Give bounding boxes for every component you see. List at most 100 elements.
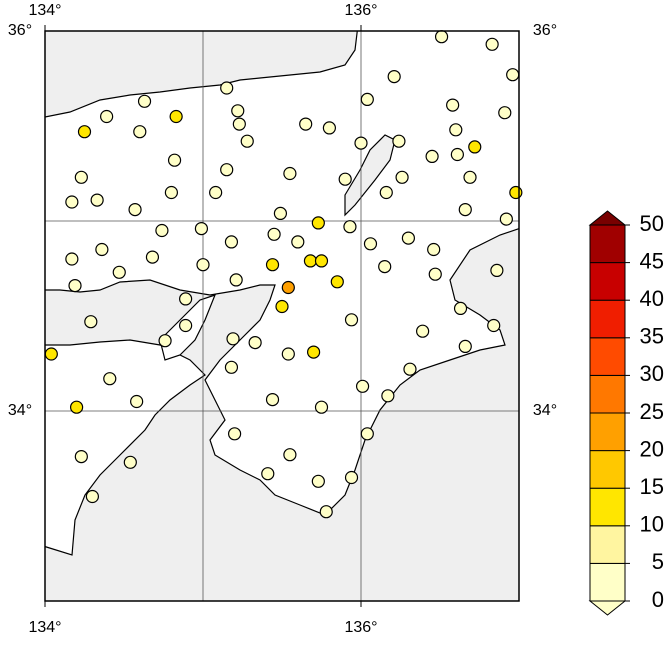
station (458, 203, 472, 217)
station (281, 280, 295, 295)
station (395, 170, 409, 184)
colorbar-bin (589, 412, 626, 452)
colorbar-bin (589, 374, 626, 414)
station (343, 220, 357, 234)
station (273, 206, 288, 220)
station (240, 134, 254, 148)
station (169, 109, 183, 124)
station (499, 212, 513, 226)
colorbar-label: 45 (640, 248, 664, 273)
station (84, 315, 98, 329)
colorbar-label: 20 (640, 436, 664, 461)
station (363, 237, 378, 251)
station (229, 273, 243, 287)
station (468, 140, 482, 154)
station (434, 30, 449, 44)
station (338, 172, 352, 186)
station (133, 125, 147, 139)
x-tick-label: 134° (28, 2, 61, 19)
station (401, 231, 415, 245)
station (322, 121, 336, 135)
colorbar-bin (589, 262, 626, 301)
station (303, 254, 318, 268)
station (379, 185, 393, 200)
station (416, 324, 430, 338)
station (330, 275, 344, 289)
station (378, 260, 392, 274)
station (428, 267, 442, 281)
x-tick-label: 134° (28, 619, 61, 636)
station (427, 242, 441, 257)
station (360, 92, 374, 107)
station (344, 313, 359, 327)
colorbar-over (588, 210, 627, 226)
stations (44, 30, 523, 519)
land (45, 31, 519, 556)
station (283, 166, 297, 181)
y-tick-label: 36° (533, 22, 557, 39)
y-tick-label: 34° (533, 402, 557, 419)
shikoku (45, 339, 206, 556)
station (355, 379, 370, 393)
station (487, 318, 501, 333)
station (179, 292, 193, 306)
station (232, 117, 246, 131)
y-tick-label: 34° (8, 402, 32, 419)
station (425, 149, 439, 163)
station (275, 299, 289, 314)
station (265, 258, 280, 272)
station (509, 185, 523, 200)
station (220, 81, 234, 95)
station (387, 69, 401, 84)
station (458, 339, 472, 353)
station (103, 372, 117, 386)
station (65, 195, 79, 209)
station (392, 134, 406, 148)
station (130, 394, 144, 409)
station (44, 347, 58, 361)
colorbar-bin (589, 525, 626, 564)
station (224, 360, 239, 374)
station (267, 227, 281, 241)
station (209, 185, 223, 200)
grid (45, 31, 519, 601)
station (74, 450, 88, 464)
station (498, 106, 512, 120)
station (490, 263, 504, 277)
station (314, 400, 329, 414)
station (450, 147, 464, 162)
station (299, 117, 313, 131)
x-tick-label: 136° (344, 619, 377, 636)
station (137, 94, 152, 108)
colorbar-label: 35 (640, 324, 664, 349)
station (311, 474, 325, 488)
station (265, 393, 280, 407)
station (68, 279, 82, 293)
x-tick-label: 136° (344, 2, 377, 19)
station (95, 242, 109, 257)
station (164, 185, 178, 200)
station (319, 505, 333, 519)
colorbar-label: 50 (640, 211, 664, 236)
station (354, 136, 368, 150)
station (100, 109, 114, 124)
station (307, 345, 321, 359)
station (248, 336, 262, 350)
colorbar-bin (589, 224, 626, 264)
frame (44, 30, 520, 602)
station (77, 125, 92, 139)
station (65, 252, 79, 266)
station (381, 389, 395, 403)
station (485, 37, 499, 51)
station (506, 68, 520, 82)
station (291, 235, 305, 249)
station (196, 258, 210, 272)
colorbar-label: 15 (640, 474, 664, 499)
station (463, 170, 477, 184)
honshu (45, 31, 519, 516)
colorbar-label: 40 (640, 286, 664, 311)
station (311, 216, 325, 230)
station (69, 400, 84, 414)
